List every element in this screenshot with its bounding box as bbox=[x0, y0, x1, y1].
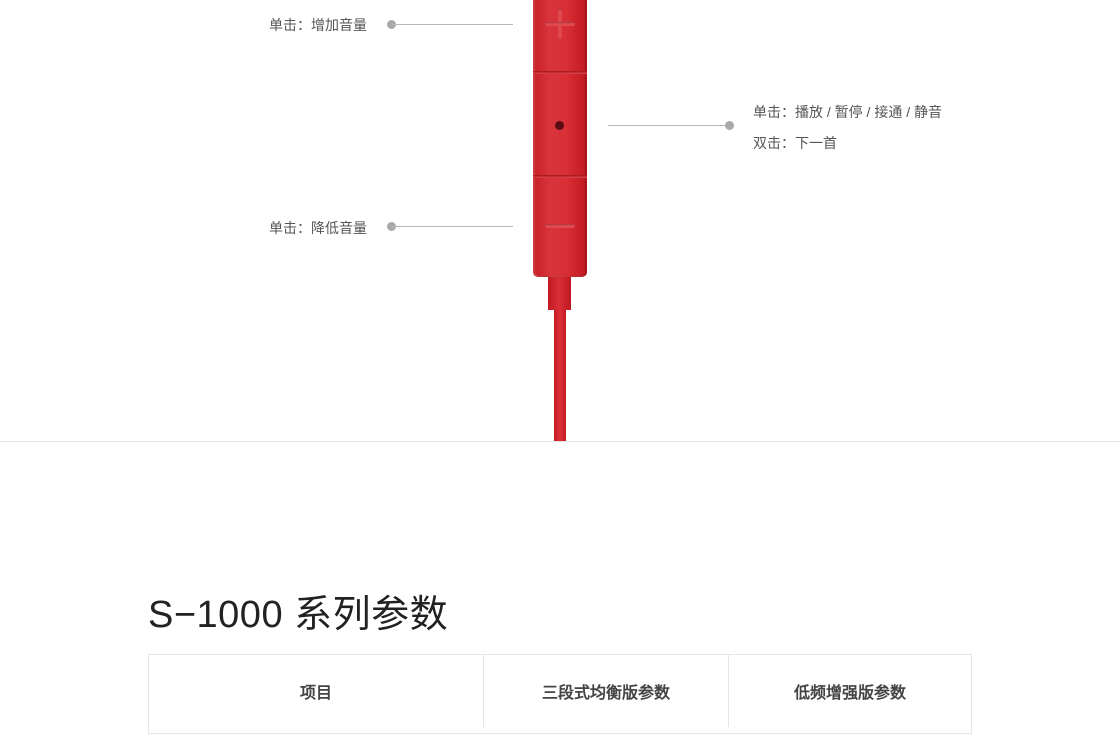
spec-header-three-band: 三段式均衡版参数 bbox=[483, 655, 728, 727]
callout-dot-volume-down bbox=[387, 222, 396, 231]
spec-header-bass-boost: 低频增强版参数 bbox=[728, 655, 971, 727]
center-single-click-label: 单击：播放 / 暂停 / 接通 / 静音 bbox=[753, 104, 943, 120]
mic-icon bbox=[555, 121, 564, 130]
remote-seam-lower bbox=[533, 175, 587, 178]
volume-up-label: 单击：增加音量 bbox=[269, 17, 367, 33]
spec-header-item: 项目 bbox=[299, 685, 332, 702]
spec-table: 项目 三段式均衡版参数 低频增强版参数 bbox=[148, 654, 972, 734]
callout-dot-center bbox=[725, 121, 734, 130]
earphone-cable bbox=[554, 310, 566, 441]
remote-feature-section: 单击：增加音量 单击：播放 / 暂停 / 接通 / 静音 双击：下一首 单击：降… bbox=[269, 0, 943, 441]
minus-icon bbox=[545, 224, 575, 228]
spec-title: S−1000 系列参数 bbox=[148, 594, 449, 636]
remote-control bbox=[533, 0, 587, 277]
remote-seam-upper bbox=[533, 71, 587, 74]
callout-line-volume-up bbox=[392, 24, 513, 25]
section-divider bbox=[0, 441, 1120, 442]
callout-line-volume-down bbox=[392, 226, 513, 227]
callout-dot-volume-up bbox=[387, 20, 396, 29]
callout-line-center bbox=[608, 125, 730, 126]
volume-down-label: 单击：降低音量 bbox=[269, 220, 367, 236]
center-double-click-label: 双击：下一首 bbox=[753, 135, 837, 151]
cable-strain-relief bbox=[548, 277, 571, 310]
